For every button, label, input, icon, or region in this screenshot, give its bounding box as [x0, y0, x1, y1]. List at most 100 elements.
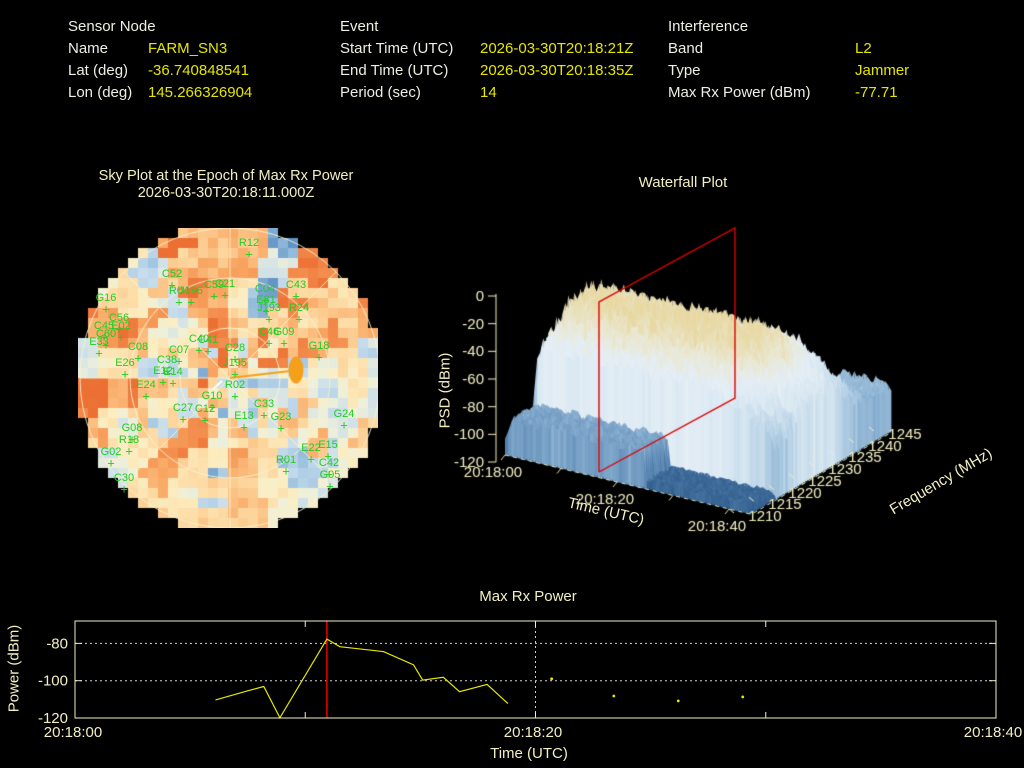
satellite-marker: +: [280, 335, 288, 351]
field-value: Jammer: [855, 62, 910, 79]
satellite-label: C60: [95, 328, 117, 340]
field-label: Band: [668, 40, 704, 57]
max-rx-power-point: [550, 677, 554, 681]
satellite-label: J196: [179, 285, 203, 297]
satellite-label: E13: [234, 410, 254, 422]
satellite-marker: +: [163, 363, 171, 379]
satellite-label: E12: [153, 365, 173, 377]
satellite-marker: +: [282, 463, 290, 479]
satellite-label: E15: [318, 439, 338, 451]
satellite-marker: +: [120, 481, 128, 497]
skyplot-title-line1: Sky Plot at the Epoch of Max Rx Power: [98, 168, 354, 184]
skyplot-canvas: [78, 228, 378, 528]
satellite-label: E26: [115, 357, 135, 369]
power-chart-title: Max Rx Power: [479, 588, 577, 605]
field-value: L2: [855, 40, 872, 57]
satellite-marker: +: [340, 417, 348, 433]
satellite-marker: +: [260, 407, 268, 423]
y-tick-label: -80: [46, 635, 68, 652]
satellite-marker: +: [208, 399, 216, 415]
satellite-label: C41: [197, 334, 219, 346]
satellite-label: C52: [161, 268, 183, 280]
satellite-marker: +: [159, 374, 167, 390]
satellite-label: C04: [254, 283, 276, 295]
interference-band-row: Band L2: [668, 38, 909, 60]
satellite-label: E33: [89, 336, 109, 348]
satellite-label: G02: [100, 446, 122, 458]
satellite-marker: +: [102, 337, 110, 353]
satellite-label: C33: [253, 398, 275, 410]
satellite-label: R18: [118, 434, 140, 446]
power-chart-border: [74, 620, 997, 719]
max-rx-power-line: [215, 638, 509, 720]
field-label: Lon (deg): [68, 84, 133, 101]
satellite-label: C21: [214, 278, 236, 290]
satellite-label: C27: [172, 402, 194, 414]
satellite-marker: +: [315, 349, 323, 365]
satellite-marker: +: [201, 412, 209, 428]
sensor-node-panel: Sensor Node Name FARM_SN3 Lat (deg) -36.…: [68, 16, 252, 104]
field-label: Start Time (UTC): [340, 40, 454, 57]
satellite-label: E02: [111, 320, 131, 332]
satellite-label: C45: [93, 320, 115, 332]
satellite-marker: +: [175, 353, 183, 369]
satellite-marker: +: [117, 329, 125, 345]
satellite-marker: +: [204, 343, 212, 359]
max-rx-power-point: [676, 699, 680, 703]
waterfall-psd-axis-label: PSD (dBm): [436, 352, 454, 429]
satellite-label: C38: [156, 354, 178, 366]
field-label: Max Rx Power (dBm): [668, 84, 811, 101]
y-tick-label: -100: [38, 673, 68, 690]
field-value: 14: [480, 84, 497, 101]
satellite-label: G05: [319, 469, 341, 481]
field-value: 145.266326904: [148, 84, 253, 101]
satellite-marker: +: [325, 466, 333, 482]
sensor-name-row: Name FARM_SN3: [68, 38, 252, 60]
satellite-label: G09: [273, 326, 295, 338]
field-label: Name: [68, 40, 109, 57]
satellite-label: C07: [168, 344, 190, 356]
satellite-label: J193: [257, 302, 281, 314]
event-end-row: End Time (UTC) 2026-03-30T20:18:35Z: [340, 60, 633, 82]
satellite-marker: +: [95, 345, 103, 361]
satellite-marker: +: [307, 451, 315, 467]
satellite-label: R04: [168, 285, 190, 297]
satellite-label: C43: [285, 279, 307, 291]
satellite-marker: +: [231, 388, 239, 404]
satellite-marker: +: [187, 294, 195, 310]
satellite-label: G24: [333, 408, 355, 420]
y-tick-label: -120: [38, 710, 68, 727]
max-rx-power-point: [741, 695, 745, 699]
skyplot: R12 + C52 + G16 + R04 + J196 + C59 + C21 + C43 + C04 + E31…: [78, 228, 378, 528]
power-chart-xlabel: Time (UTC): [490, 745, 568, 762]
satellite-label: R12: [238, 237, 260, 249]
satellite-label: E14: [163, 366, 183, 378]
satellite-label: C46: [258, 326, 280, 338]
satellite-marker: +: [210, 288, 218, 304]
sensor-lon-row: Lon (deg) 145.266326904: [68, 82, 252, 104]
x-tick-label: 20:18:40: [964, 724, 1022, 741]
satellite-marker: +: [175, 294, 183, 310]
satellite-marker: +: [169, 375, 177, 391]
x-tick-label: 20:18:00: [44, 724, 102, 741]
satellite-label: R02: [224, 379, 246, 391]
satellite-label: G23: [270, 411, 292, 423]
satellite-marker: +: [245, 246, 253, 262]
skyplot-title-line2: 2026-03-30T20:18:11.000Z: [137, 185, 315, 201]
satellite-marker: +: [261, 292, 269, 308]
interference-panel: Interference Band L2 Type Jammer Max Rx …: [668, 16, 909, 104]
satellite-label: C28: [224, 342, 246, 354]
satellite-marker: +: [262, 303, 270, 319]
field-label: End Time (UTC): [340, 62, 449, 79]
interference-power-row: Max Rx Power (dBm) -77.71: [668, 82, 909, 104]
satellite-marker: +: [240, 419, 248, 435]
satellite-marker: +: [134, 350, 142, 366]
event-start-row: Start Time (UTC) 2026-03-30T20:18:21Z: [340, 38, 633, 60]
skyplot-title: Sky Plot at the Epoch of Max Rx Power 20…: [46, 168, 406, 202]
satellite-label: C56: [108, 312, 130, 324]
x-tick-label: 20:18:20: [504, 724, 562, 741]
waterfall-title: Waterfall Plot: [638, 174, 728, 191]
field-value: -36.740848541: [148, 62, 249, 79]
